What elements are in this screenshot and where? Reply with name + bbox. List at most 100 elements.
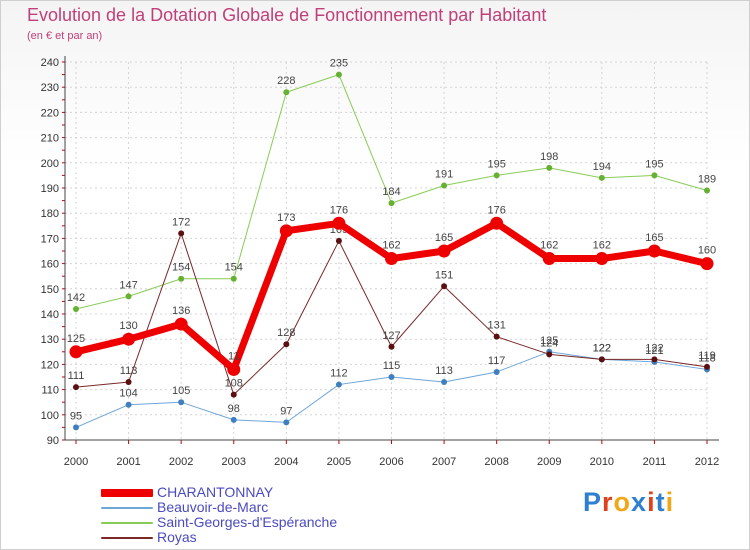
data-point	[595, 252, 609, 266]
x-tick-label: 2004	[274, 456, 298, 468]
x-tick-label: 2006	[379, 456, 403, 468]
data-label: 154	[172, 262, 190, 274]
data-point	[174, 317, 188, 331]
legend-swatch	[101, 521, 153, 524]
data-label: 191	[435, 168, 453, 180]
x-tick-label: 2003	[222, 456, 246, 468]
data-point	[69, 345, 83, 359]
data-label: 98	[228, 403, 240, 415]
data-point	[73, 424, 79, 431]
data-label: 119	[698, 350, 716, 362]
data-label: 118	[698, 352, 716, 364]
data-point	[283, 89, 290, 96]
data-point	[283, 341, 290, 348]
y-tick-label: 170	[41, 233, 59, 245]
data-point	[546, 164, 553, 171]
data-point	[493, 368, 500, 375]
data-point	[178, 275, 185, 282]
series-layer: 142 147 154 154 228 235 184 191 195 198 194 195 189 9…	[67, 58, 716, 431]
data-point	[335, 381, 342, 388]
data-point	[700, 257, 714, 271]
data-point	[704, 187, 710, 194]
data-label: 194	[593, 161, 611, 173]
data-label: 154	[225, 262, 243, 274]
data-point	[647, 244, 661, 258]
legend-item: Royas	[101, 530, 337, 545]
data-point	[125, 293, 132, 300]
y-tick-label: 120	[41, 359, 59, 371]
data-label: 125	[67, 333, 85, 345]
legend-item: Beauvoir-de-Marc	[101, 500, 337, 515]
data-label: 176	[330, 204, 348, 216]
data-label: 165	[645, 232, 663, 244]
data-point	[230, 416, 237, 423]
y-tick-label: 190	[41, 183, 59, 195]
data-point	[546, 351, 553, 358]
data-label: 112	[330, 368, 348, 380]
data-label: 165	[435, 232, 453, 244]
x-tick-label: 2011	[643, 456, 667, 468]
data-point	[598, 174, 605, 181]
data-point	[335, 237, 342, 244]
data-point	[73, 384, 79, 391]
data-label: 127	[382, 330, 400, 342]
data-point	[283, 419, 290, 426]
data-label: 11	[228, 350, 239, 362]
data-point	[441, 283, 448, 290]
line-chart: 90 100 110 120 130 140 150 160 170 180 190 200 210 22…	[41, 56, 719, 468]
data-label: 104	[119, 388, 137, 400]
data-label: 173	[277, 212, 295, 224]
x-tick-label: 2000	[64, 456, 88, 468]
data-label: 142	[67, 292, 85, 304]
x-tick-label: 2005	[327, 456, 351, 468]
legend-label: Royas	[157, 529, 197, 545]
y-tick-label: 130	[41, 334, 59, 346]
data-label: 115	[383, 360, 401, 372]
y-tick-label: 210	[41, 133, 59, 145]
data-label: 122	[645, 342, 663, 354]
data-point	[125, 379, 132, 386]
y-tick-label: 140	[41, 309, 59, 321]
data-label: 160	[698, 245, 716, 257]
y-tick-label: 240	[41, 57, 59, 69]
data-label: 97	[280, 405, 292, 417]
data-point	[651, 172, 658, 179]
data-label: 147	[119, 279, 137, 291]
series-0: 142 147 154 154 228 235 184 191 195 198 194 195 189	[67, 58, 716, 312]
legend-item: Saint-Georges-d'Espéranche	[101, 515, 337, 530]
data-label: 95	[70, 410, 82, 422]
x-tick-label: 2002	[169, 456, 193, 468]
data-label: 184	[382, 186, 400, 198]
data-label: 195	[645, 158, 663, 170]
data-point	[279, 224, 293, 238]
data-point	[125, 401, 132, 408]
data-point	[227, 362, 241, 376]
data-point	[441, 182, 448, 189]
data-label: 176	[487, 204, 505, 216]
y-tick-label: 110	[41, 385, 59, 397]
data-point	[73, 305, 79, 312]
chart-title: Evolution de la Dotation Globale de Fonc…	[27, 5, 547, 25]
y-tick-label: 150	[41, 284, 59, 296]
x-tick-label: 2009	[537, 456, 561, 468]
series-3: 125 130 136 11 173 176 162 165 176 162 162 165 160	[67, 204, 716, 376]
data-label: 125	[540, 335, 558, 347]
data-point	[230, 275, 237, 282]
data-point	[388, 343, 395, 350]
data-label: 108	[225, 378, 243, 390]
data-point	[388, 200, 395, 207]
data-label: 105	[172, 385, 190, 397]
data-label: 131	[487, 320, 505, 332]
data-label: 172	[172, 216, 190, 228]
data-point	[332, 216, 346, 230]
data-label: 235	[330, 58, 348, 70]
data-point	[178, 230, 185, 237]
legend-label: CHARANTONNAY	[157, 484, 274, 500]
data-point	[178, 399, 185, 406]
axes: 90 100 110 120 130 140 150 160 170 180 190 200 210 22…	[41, 56, 719, 468]
data-label: 162	[382, 240, 400, 252]
data-label: 228	[277, 75, 295, 87]
legend-label: Saint-Georges-d'Espéranche	[157, 514, 338, 530]
data-point	[493, 172, 500, 179]
data-point	[441, 379, 448, 386]
